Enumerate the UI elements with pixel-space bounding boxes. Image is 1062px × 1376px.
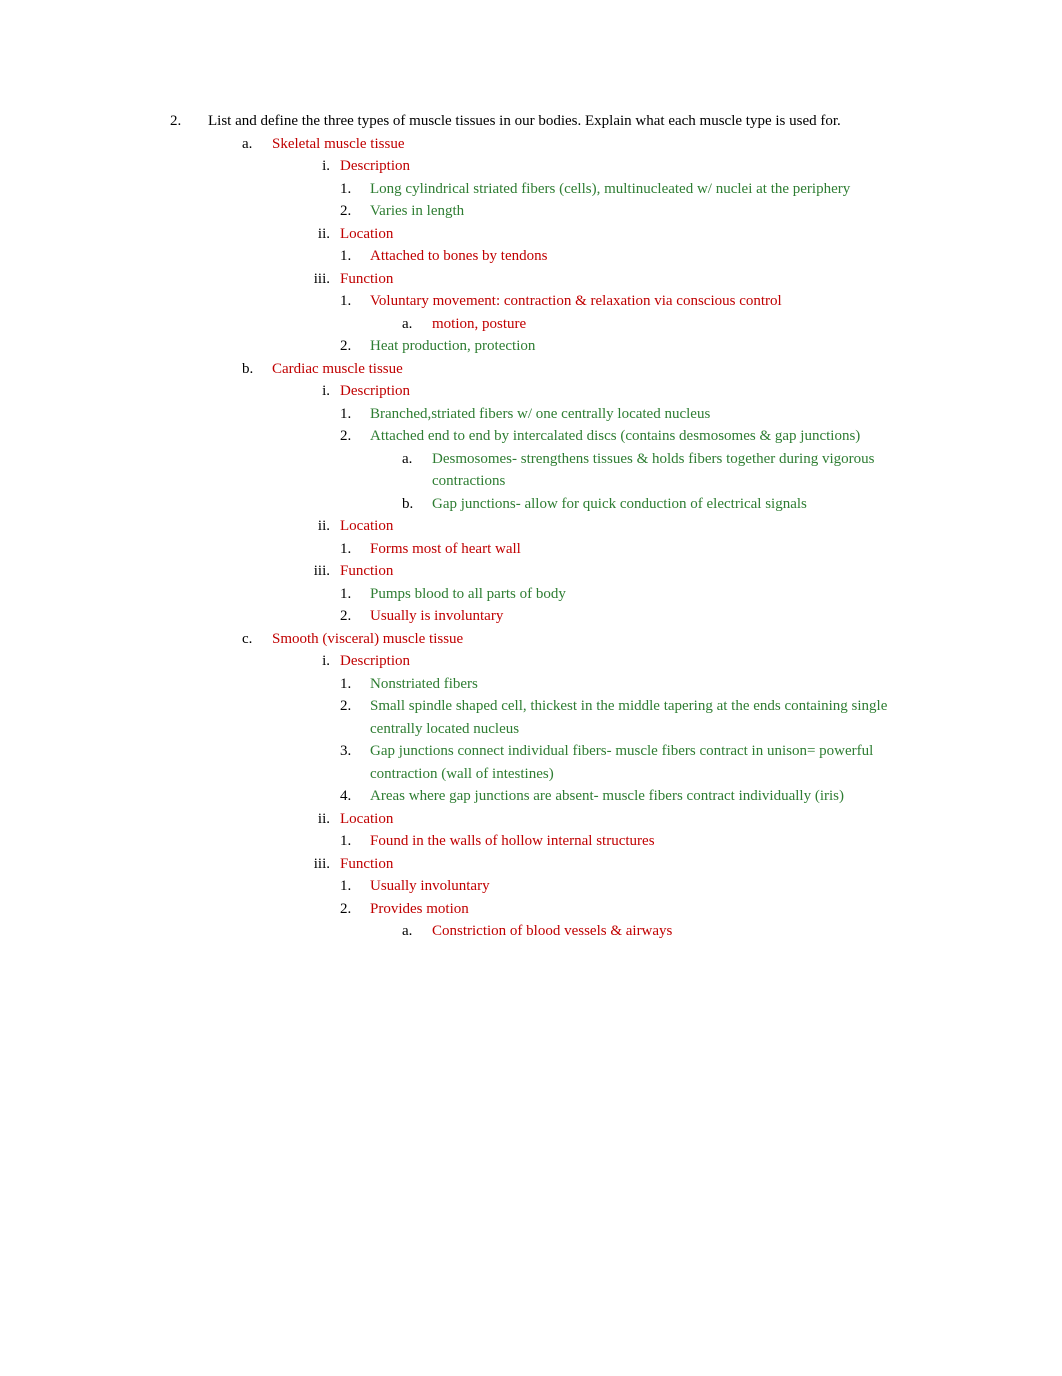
item-text: Nonstriated fibers [370,676,478,692]
question-text: List and define the three types of muscl… [208,113,841,129]
item-text: Attached to bones by tendons [370,248,547,264]
list-item: Usually involuntary [340,875,892,898]
smooth-label: Smooth (visceral) muscle tissue [272,631,463,647]
question-item: List and define the three types of muscl… [170,110,892,943]
list-item: Forms most of heart wall [340,538,892,561]
smooth-location: Location Found in the walls of hollow in… [302,808,892,853]
cardiac-location: Location Forms most of heart wall [302,515,892,560]
list-item: Usually is involuntary [340,605,892,628]
sub-list: Desmosomes- strengthens tissues & holds … [402,448,892,516]
list-item: Attached to bones by tendons [340,245,892,268]
section-label: Location [340,808,892,831]
item-text: Provides motion [370,901,469,917]
section-label: Location [340,515,892,538]
item-text: Voluntary movement: contraction & relaxa… [370,293,782,309]
list-item: Nonstriated fibers [340,673,892,696]
cardiac-description: Description Branched,striated fibers w/ … [302,380,892,515]
skeletal-loc-items: Attached to bones by tendons [340,245,892,268]
section-label: Description [340,155,892,178]
item-text: Heat production, protection [370,338,535,354]
cardiac-loc-items: Forms most of heart wall [340,538,892,561]
item-text: Pumps blood to all parts of body [370,586,566,602]
cardiac-sections: Description Branched,striated fibers w/ … [302,380,892,628]
section-label: Function [340,560,892,583]
sub-list: motion, posture [402,313,892,336]
smooth-desc-items: Nonstriated fibers Small spindle shaped … [340,673,892,808]
cardiac-label: Cardiac muscle tissue [272,361,403,377]
item-text: Forms most of heart wall [370,541,521,557]
skeletal-desc-items: Long cylindrical striated fibers (cells)… [340,178,892,223]
section-label: Location [340,223,892,246]
cardiac-func-items: Pumps blood to all parts of body Usually… [340,583,892,628]
item-text: Varies in length [370,203,464,219]
smooth-sections: Description Nonstriated fibers Small spi… [302,650,892,943]
item-smooth: Smooth (visceral) muscle tissue Descript… [242,628,892,943]
item-text: Small spindle shaped cell, thickest in t… [370,698,887,737]
list-item: Areas where gap junctions are absent- mu… [340,785,892,808]
skeletal-label: Skeletal muscle tissue [272,136,404,152]
list-item: Long cylindrical striated fibers (cells)… [340,178,892,201]
item-text: Attached end to end by intercalated disc… [370,428,860,444]
item-text: motion, posture [432,316,526,332]
list-item: Heat production, protection [340,335,892,358]
item-text: Branched,striated fibers w/ one centrall… [370,406,710,422]
skeletal-func-items: Voluntary movement: contraction & relaxa… [340,290,892,358]
item-text: Usually is involuntary [370,608,503,624]
section-label: Description [340,380,892,403]
smooth-function: Function Usually involuntary Provides mo… [302,853,892,943]
list-item: Attached end to end by intercalated disc… [340,425,892,515]
item-text: Constriction of blood vessels & airways [432,923,672,939]
item-text: Long cylindrical striated fibers (cells)… [370,181,850,197]
list-item: Gap junctions connect individual fibers-… [340,740,892,785]
smooth-loc-items: Found in the walls of hollow internal st… [340,830,892,853]
document-outline: List and define the three types of muscl… [170,110,892,943]
list-item: Varies in length [340,200,892,223]
cardiac-desc-items: Branched,striated fibers w/ one centrall… [340,403,892,516]
item-text: Areas where gap junctions are absent- mu… [370,788,844,804]
section-label: Description [340,650,892,673]
item-text: Found in the walls of hollow internal st… [370,833,655,849]
section-label: Function [340,853,892,876]
item-text: Gap junctions- allow for quick conductio… [432,496,807,512]
list-item: Constriction of blood vessels & airways [402,920,892,943]
smooth-func-items: Usually involuntary Provides motion Cons… [340,875,892,943]
list-item: Desmosomes- strengthens tissues & holds … [402,448,892,493]
list-item: Branched,striated fibers w/ one centrall… [340,403,892,426]
skeletal-description: Description Long cylindrical striated fi… [302,155,892,223]
list-item: Gap junctions- allow for quick conductio… [402,493,892,516]
skeletal-function: Function Voluntary movement: contraction… [302,268,892,358]
item-text: Gap junctions connect individual fibers-… [370,743,873,782]
list-item: Found in the walls of hollow internal st… [340,830,892,853]
item-cardiac: Cardiac muscle tissue Description Branch… [242,358,892,628]
list-item: Provides motion Constriction of blood ve… [340,898,892,943]
item-text: Usually involuntary [370,878,490,894]
item-skeletal: Skeletal muscle tissue Description Long … [242,133,892,358]
cardiac-function: Function Pumps blood to all parts of bod… [302,560,892,628]
list-item: Small spindle shaped cell, thickest in t… [340,695,892,740]
list-item: Voluntary movement: contraction & relaxa… [340,290,892,335]
section-label: Function [340,268,892,291]
list-item: Pumps blood to all parts of body [340,583,892,606]
skeletal-location: Location Attached to bones by tendons [302,223,892,268]
skeletal-sections: Description Long cylindrical striated fi… [302,155,892,358]
list-item: motion, posture [402,313,892,336]
item-text: Desmosomes- strengthens tissues & holds … [432,451,874,490]
tissue-types-list: Skeletal muscle tissue Description Long … [242,133,892,943]
sub-list: Constriction of blood vessels & airways [402,920,892,943]
smooth-description: Description Nonstriated fibers Small spi… [302,650,892,808]
